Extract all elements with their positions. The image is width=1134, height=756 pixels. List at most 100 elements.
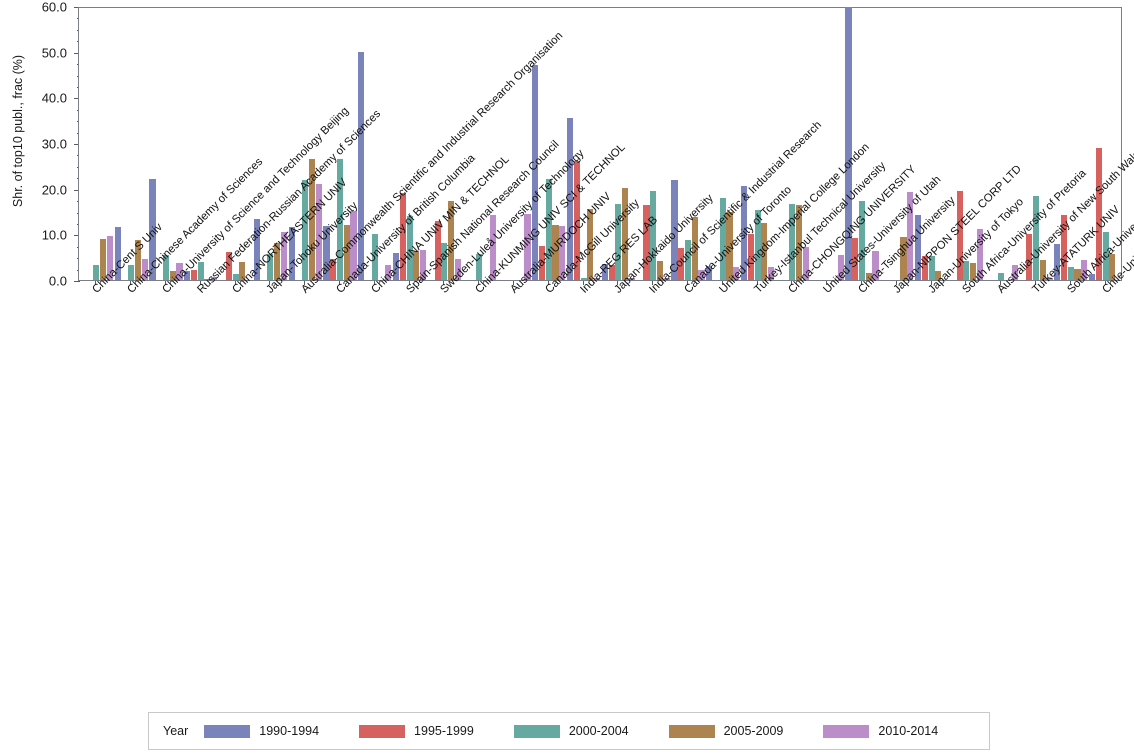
bar [754, 210, 761, 280]
bar [928, 256, 935, 280]
bar [538, 245, 546, 280]
x-tick-mark [304, 281, 306, 285]
bar [100, 239, 107, 280]
x-tick-mark [826, 281, 828, 285]
bar [385, 265, 392, 280]
legend-item[interactable]: 2005-2009 [668, 724, 824, 738]
legend-item[interactable]: 2000-2004 [513, 724, 669, 738]
bar-group [79, 8, 1123, 280]
x-tick-mark [408, 281, 410, 285]
y-tick-mark [74, 52, 80, 54]
bar-group [79, 8, 1123, 280]
bar [935, 270, 942, 280]
bar [656, 261, 664, 280]
legend-swatch [513, 724, 560, 738]
x-tick-mark [861, 281, 862, 285]
bar [796, 205, 803, 280]
legend-label: 2005-2009 [723, 724, 784, 738]
x-tick-mark [478, 281, 480, 285]
bar [567, 117, 574, 280]
bar-group [79, 8, 1123, 280]
bar [587, 208, 594, 280]
bar [719, 198, 726, 280]
bar-group [79, 8, 1123, 280]
bar [726, 211, 733, 280]
legend-label: 1995-1999 [414, 724, 474, 738]
bar [399, 192, 406, 280]
bar [454, 259, 461, 280]
x-tick-mark [652, 281, 654, 285]
bar [1011, 265, 1018, 280]
bar [134, 239, 142, 280]
bar [413, 250, 420, 280]
bar-group [79, 8, 1123, 280]
legend-item[interactable]: 1995-1999 [359, 724, 514, 738]
x-axis-tick-labels: China-Cent S Univ China-Chinese Academy o… [0, 30, 1134, 701]
y-tick-label: 0.0 [48, 273, 67, 289]
bar-group [79, 8, 1123, 280]
bar-group [79, 8, 1123, 280]
y-tick-mark [74, 98, 80, 100]
bar [149, 178, 156, 280]
bar [998, 273, 1005, 280]
bar [141, 259, 148, 280]
bar [900, 237, 907, 280]
legend-swatch [668, 724, 715, 738]
bar [1074, 268, 1081, 280]
bar [559, 225, 566, 280]
bar [128, 264, 135, 280]
y-tick-mark [74, 7, 80, 8]
bar [650, 190, 657, 280]
x-tick-mark [547, 281, 549, 285]
bar [1032, 195, 1040, 280]
x-tick-mark [687, 281, 688, 285]
bar [741, 186, 748, 280]
x-tick-mark [269, 281, 271, 285]
bar [184, 271, 191, 280]
x-tick-mark [130, 281, 132, 285]
bar [622, 187, 629, 280]
bar [1095, 147, 1102, 280]
legend-items: 1990-1994 1995-1999 2000-2004 2005-2009 2010… [204, 724, 938, 738]
bar [225, 252, 232, 280]
x-tick-mark [95, 281, 97, 285]
bar-group [79, 8, 1123, 280]
bar [434, 221, 441, 280]
bar [190, 269, 198, 280]
legend-item[interactable]: 1990-1994 [204, 724, 359, 738]
bar-group [79, 8, 1123, 280]
bar [330, 259, 337, 280]
bar [594, 278, 601, 280]
bar-group [79, 8, 1123, 280]
bar-group [79, 8, 1123, 280]
bar-group [79, 8, 1123, 280]
bar [747, 234, 754, 280]
legend-item[interactable]: 2010-2014 [823, 724, 938, 738]
bar [921, 256, 928, 280]
y-tick-label: 50.0 [41, 45, 67, 61]
bar [768, 267, 775, 280]
x-tick-mark [895, 281, 897, 285]
bar-group [79, 8, 1123, 280]
x-tick-mark [965, 281, 967, 285]
bar [393, 252, 400, 280]
bar-group [79, 8, 1123, 280]
bar [1060, 214, 1068, 280]
bar [628, 277, 635, 280]
bar [852, 238, 859, 280]
legend-swatch [359, 724, 406, 738]
bar [1067, 266, 1074, 280]
bar [274, 242, 281, 280]
bar-group [79, 8, 1123, 280]
bar [970, 262, 977, 280]
bar [865, 272, 872, 280]
bar [441, 243, 448, 280]
bar-group [79, 8, 1123, 280]
bar-group [79, 8, 1123, 280]
bar [323, 225, 330, 280]
bar [1089, 274, 1096, 280]
y-tick-label: 20.0 [41, 182, 67, 198]
bar [802, 246, 809, 280]
bar [761, 223, 768, 280]
